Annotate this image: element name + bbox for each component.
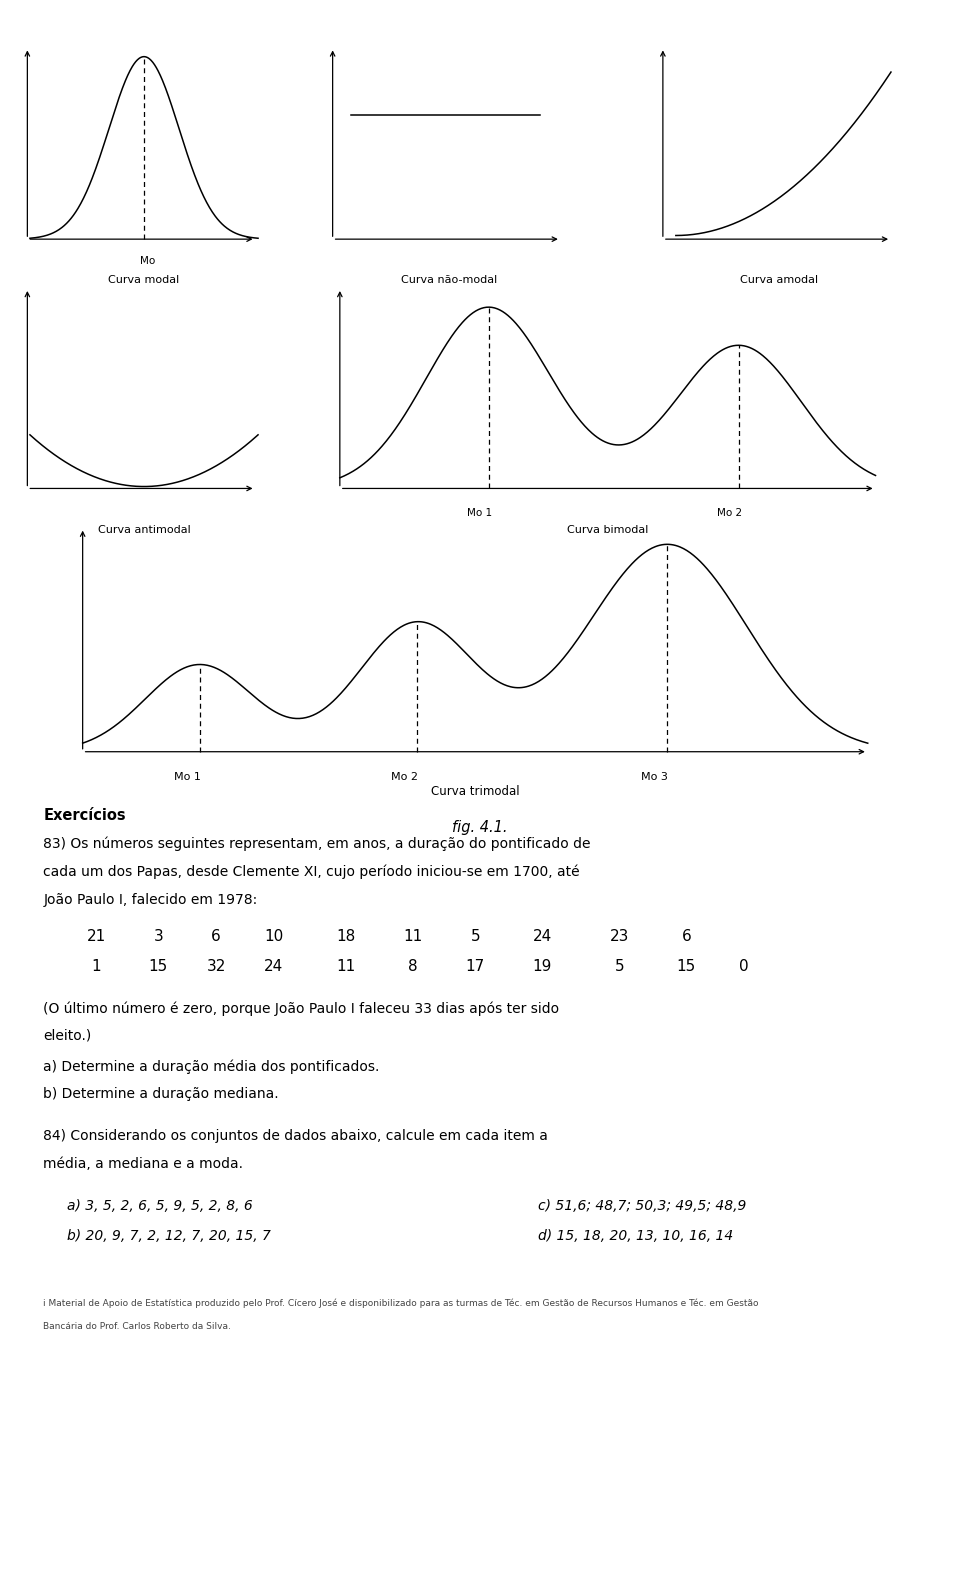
Text: 11: 11 — [336, 959, 355, 975]
Text: 6: 6 — [211, 929, 221, 944]
Text: João Paulo I, falecido em 1978:: João Paulo I, falecido em 1978: — [43, 892, 257, 906]
Text: 17: 17 — [466, 959, 485, 975]
Text: d) 15, 18, 20, 13, 10, 16, 14: d) 15, 18, 20, 13, 10, 16, 14 — [538, 1229, 732, 1243]
Text: b) Determine a duração mediana.: b) Determine a duração mediana. — [43, 1088, 278, 1102]
Text: b) 20, 9, 7, 2, 12, 7, 20, 15, 7: b) 20, 9, 7, 2, 12, 7, 20, 15, 7 — [67, 1229, 271, 1243]
Text: (O último número é zero, porque João Paulo I faleceu 33 dias após ter sido: (O último número é zero, porque João Pau… — [43, 1002, 560, 1016]
Text: Bancária do Prof. Carlos Roberto da Silva.: Bancária do Prof. Carlos Roberto da Silv… — [43, 1323, 231, 1331]
Text: 18: 18 — [336, 929, 355, 944]
Text: 8: 8 — [408, 959, 418, 975]
Text: 3: 3 — [154, 929, 163, 944]
Text: Curva não-modal: Curva não-modal — [401, 275, 497, 285]
Text: 23: 23 — [610, 929, 629, 944]
Text: a) 3, 5, 2, 6, 5, 9, 5, 2, 8, 6: a) 3, 5, 2, 6, 5, 9, 5, 2, 8, 6 — [67, 1199, 252, 1213]
Text: 0: 0 — [739, 959, 749, 975]
Text: 1: 1 — [91, 959, 101, 975]
Text: Curva amodal: Curva amodal — [740, 275, 819, 285]
Text: 5: 5 — [470, 929, 480, 944]
Text: cada um dos Papas, desde Clemente XI, cujo período iniciou-se em 1700, até: cada um dos Papas, desde Clemente XI, cu… — [43, 865, 580, 879]
Text: Mo 3: Mo 3 — [641, 773, 668, 782]
Text: Curva antimodal: Curva antimodal — [98, 525, 190, 534]
Text: 15: 15 — [149, 959, 168, 975]
Text: 6: 6 — [682, 929, 691, 944]
Text: 19: 19 — [533, 959, 552, 975]
Text: eleito.): eleito.) — [43, 1029, 91, 1043]
Text: a) Determine a duração média dos pontificados.: a) Determine a duração média dos pontifi… — [43, 1059, 379, 1073]
Text: c) 51,6; 48,7; 50,3; 49,5; 48,9: c) 51,6; 48,7; 50,3; 49,5; 48,9 — [538, 1199, 746, 1213]
Text: Mo 1: Mo 1 — [174, 773, 201, 782]
Text: 11: 11 — [403, 929, 422, 944]
Text: Mo 2: Mo 2 — [717, 507, 742, 517]
Text: Exercícios: Exercícios — [43, 808, 126, 822]
Text: Mo: Mo — [140, 256, 156, 266]
Text: 21: 21 — [86, 929, 106, 944]
Text: 15: 15 — [677, 959, 696, 975]
Text: 24: 24 — [264, 959, 283, 975]
Text: 10: 10 — [264, 929, 283, 944]
Text: Curva trimodal: Curva trimodal — [431, 785, 519, 798]
Text: 84) Considerando os conjuntos de dados abaixo, calcule em cada item a: 84) Considerando os conjuntos de dados a… — [43, 1129, 548, 1143]
Text: i Material de Apoio de Estatística produzido pelo Prof. Cícero José e disponibil: i Material de Apoio de Estatística produ… — [43, 1299, 758, 1309]
Text: 32: 32 — [206, 959, 226, 975]
Text: média, a mediana e a moda.: média, a mediana e a moda. — [43, 1158, 243, 1170]
Text: 83) Os números seguintes representam, em anos, a duração do pontificado de: 83) Os números seguintes representam, em… — [43, 836, 590, 851]
Text: Mo 1: Mo 1 — [468, 507, 492, 517]
Text: fig. 4.1.: fig. 4.1. — [452, 820, 508, 835]
Text: Curva bimodal: Curva bimodal — [567, 525, 648, 534]
Text: 24: 24 — [533, 929, 552, 944]
Text: Mo 2: Mo 2 — [391, 773, 418, 782]
Text: Curva modal: Curva modal — [108, 275, 180, 285]
Text: 5: 5 — [614, 959, 624, 975]
